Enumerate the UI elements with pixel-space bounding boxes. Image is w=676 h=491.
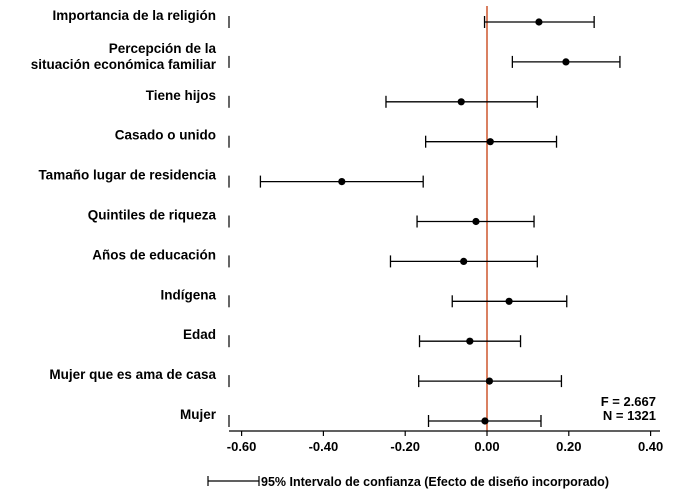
point-estimate — [535, 18, 543, 26]
x-tick-label: 0.40 — [638, 439, 663, 454]
category-label: Casado o unido — [115, 128, 216, 143]
category-labels: Importancia de la religión Percepción de … — [31, 8, 217, 422]
category-label: Edad — [183, 327, 216, 342]
x-tick-label: 0.20 — [556, 439, 581, 454]
category-label: Quintiles de riqueza — [88, 208, 217, 223]
point-estimate — [562, 58, 570, 66]
point-estimate — [457, 98, 465, 106]
series-estimates — [259, 16, 621, 427]
point-estimate — [486, 138, 494, 146]
point-estimate — [481, 417, 489, 425]
category-label: Importancia de la religión — [52, 8, 216, 23]
point-estimate — [485, 377, 494, 385]
category-label: Tamaño lugar de residencia — [38, 168, 216, 183]
category-label: Mujer — [180, 407, 217, 422]
category-label: Indígena — [160, 287, 216, 302]
point-estimate — [338, 178, 346, 186]
legend-label: 95% Intervalo de confianza (Efecto de di… — [261, 475, 609, 489]
category-label: Mujer que es ama de casa — [49, 367, 216, 382]
category-label: Percepción de la — [109, 41, 217, 56]
point-estimate — [466, 337, 474, 345]
legend: 95% Intervalo de confianza (Efecto de di… — [207, 475, 609, 489]
x-tick-label: -0.40 — [309, 439, 339, 454]
x-tick-label: -0.20 — [390, 439, 420, 454]
category-label: Tiene hijos — [146, 88, 216, 103]
category-label: Años de educación — [92, 247, 216, 262]
point-estimate — [505, 297, 513, 305]
x-tick-label: -0.60 — [227, 439, 257, 454]
x-tick-label: 0.00 — [474, 439, 499, 454]
stat-f: F = 2.667 — [601, 394, 656, 409]
point-estimate — [460, 257, 468, 265]
stat-n: N = 1321 — [603, 408, 656, 423]
category-label: situación económica familiar — [31, 57, 217, 72]
x-axis: -0.60 -0.40 -0.20 0.00 0.20 0.40 — [227, 430, 663, 454]
stats-box: F = 2.667 N = 1321 — [601, 394, 656, 423]
point-estimate — [472, 217, 480, 226]
